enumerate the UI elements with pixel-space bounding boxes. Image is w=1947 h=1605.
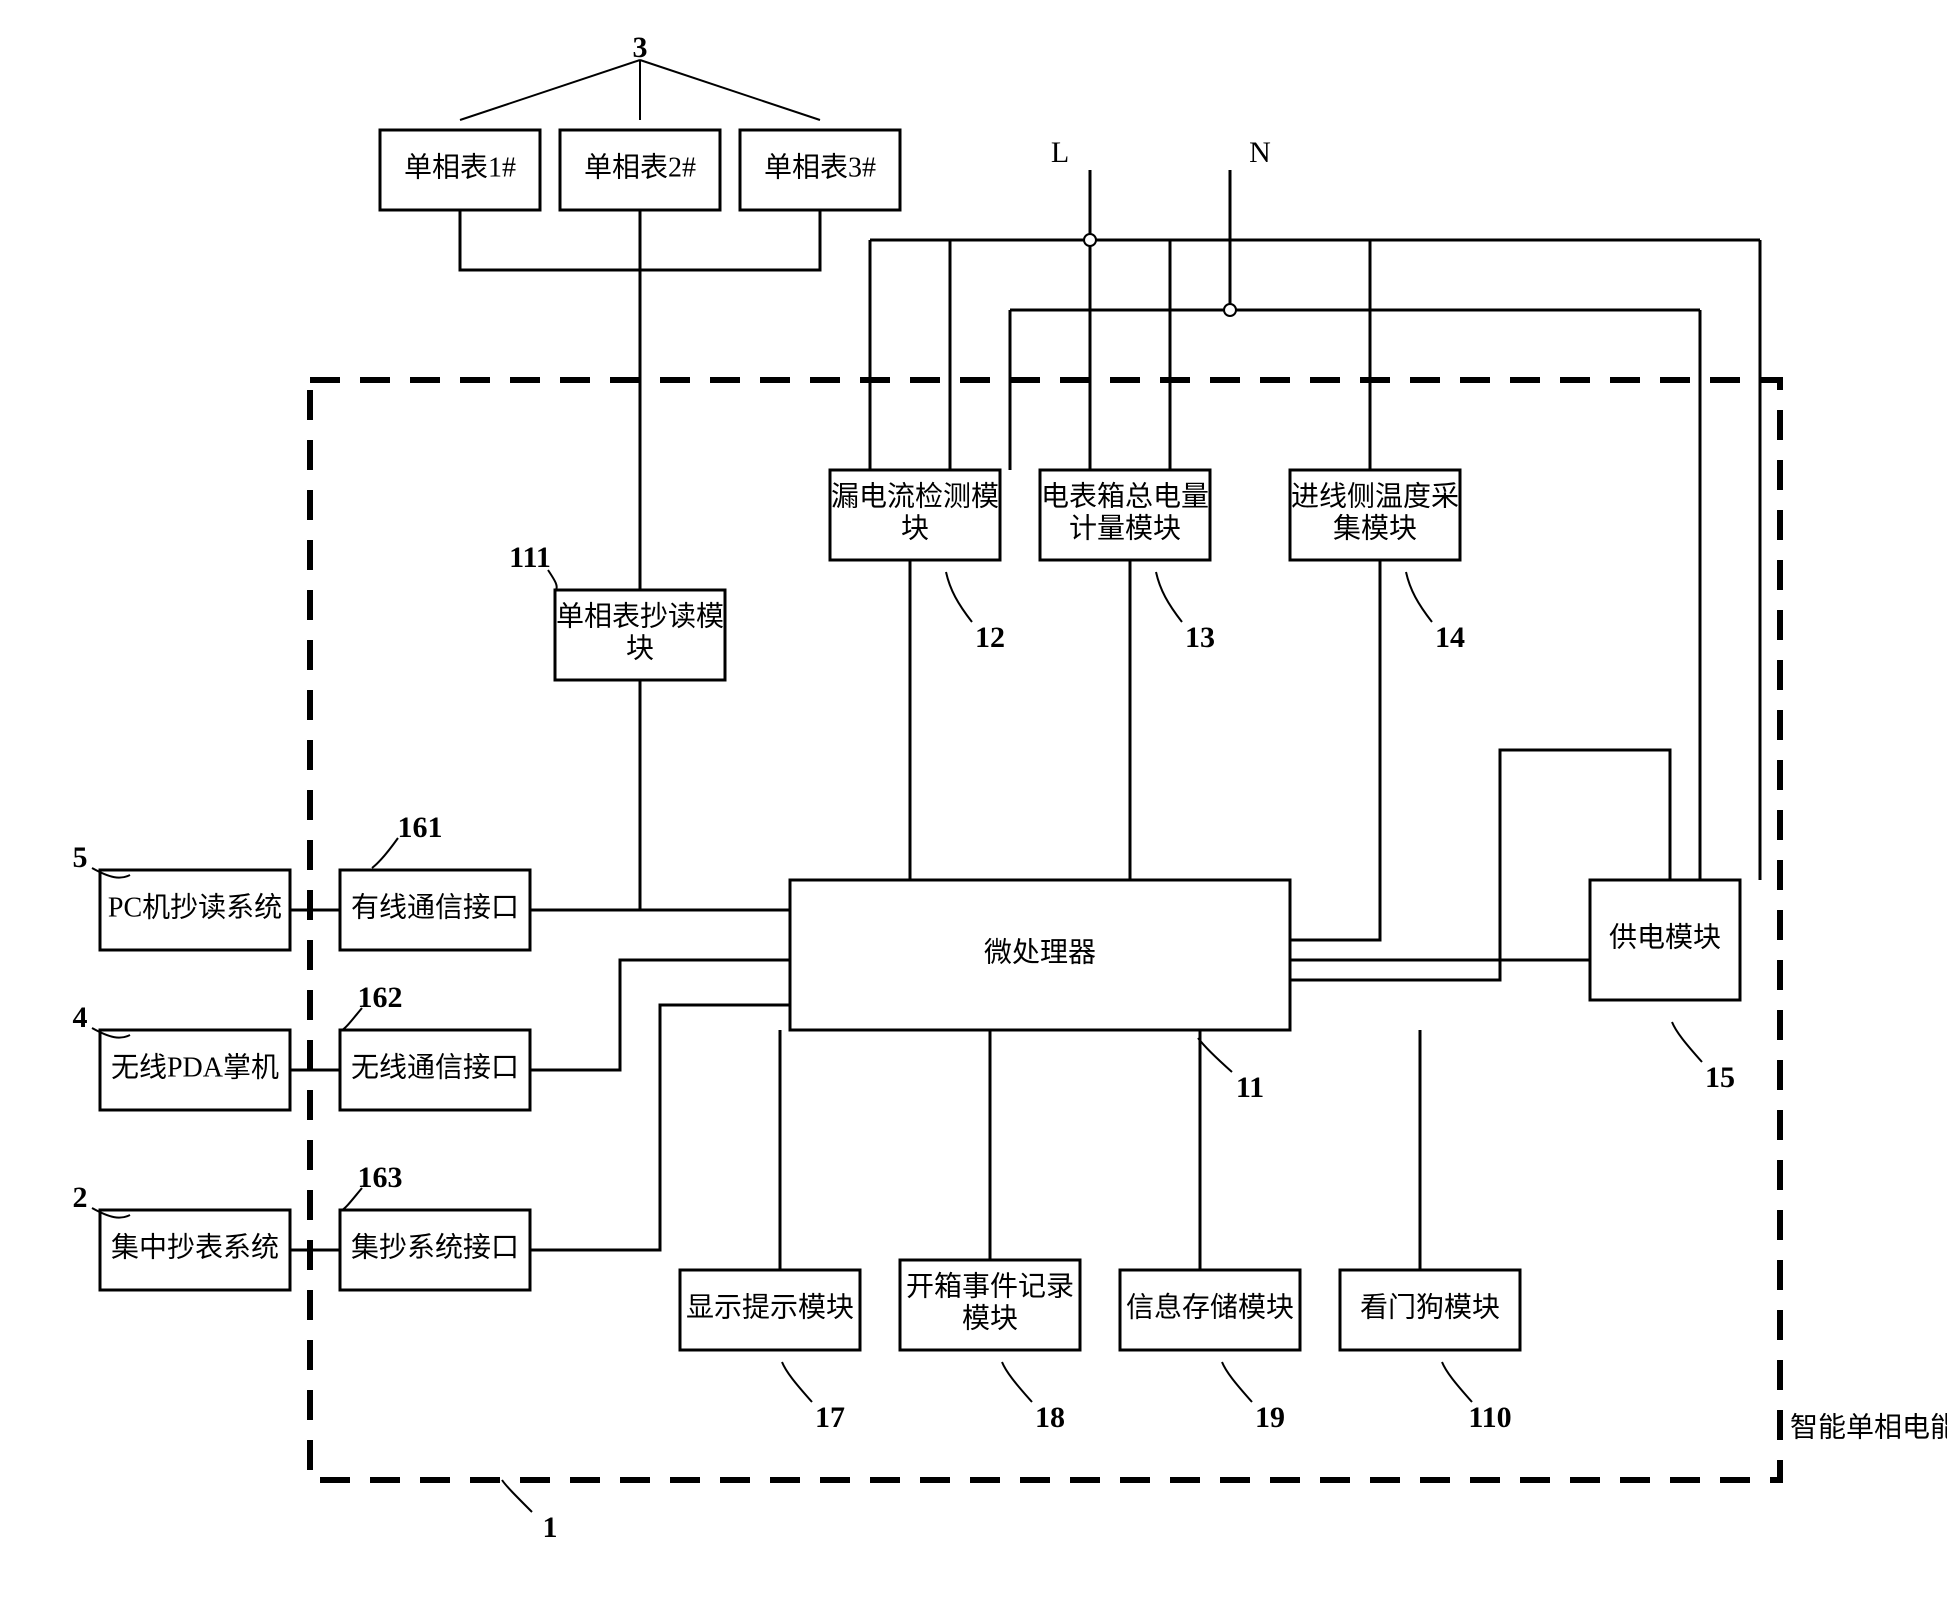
- svg-text:集模块: 集模块: [1333, 513, 1417, 545]
- wire-0: [460, 210, 640, 380]
- junction-0: [1084, 234, 1096, 246]
- container-label: 智能单相电能计量箱: [1790, 1411, 1947, 1443]
- svg-text:信息存储模块: 信息存储模块: [1126, 1291, 1294, 1323]
- ref-13: 13: [1185, 621, 1215, 654]
- leader-6: [372, 838, 398, 868]
- leader-16: [1002, 1362, 1032, 1402]
- ref-5: 5: [73, 841, 88, 874]
- ref-14: 14: [1435, 621, 1465, 654]
- leader-11: [1156, 572, 1182, 622]
- ref-110: 110: [1468, 1401, 1511, 1434]
- ref-4: 4: [73, 1001, 88, 1034]
- junction-1: [1224, 304, 1236, 316]
- ref-163: 163: [358, 1161, 403, 1194]
- leader-13: [1198, 1038, 1232, 1072]
- power-label-L: L: [1051, 136, 1069, 169]
- svg-text:供电模块: 供电模块: [1609, 921, 1721, 953]
- svg-text:无线PDA掌机: 无线PDA掌机: [111, 1051, 279, 1083]
- svg-text:集中抄表系统: 集中抄表系统: [111, 1231, 279, 1263]
- ref-161: 161: [398, 811, 443, 844]
- ref-1: 1: [543, 1511, 558, 1544]
- svg-text:块: 块: [901, 514, 929, 545]
- svg-text:计量模块: 计量模块: [1069, 513, 1181, 545]
- leader-14: [1672, 1022, 1702, 1062]
- svg-text:无线通信接口: 无线通信接口: [351, 1051, 519, 1083]
- ref-17: 17: [815, 1401, 845, 1434]
- svg-text:显示提示模块: 显示提示模块: [686, 1291, 854, 1323]
- wire-20: [530, 1005, 790, 1250]
- svg-text:块: 块: [626, 634, 654, 665]
- ref-19: 19: [1255, 1401, 1285, 1434]
- svg-text:集抄系统接口: 集抄系统接口: [351, 1231, 519, 1263]
- leader-2: [640, 60, 820, 120]
- leader-18: [1442, 1362, 1472, 1402]
- svg-text:模块: 模块: [962, 1303, 1018, 1335]
- svg-text:进线侧温度采: 进线侧温度采: [1291, 480, 1459, 512]
- svg-text:微处理器: 微处理器: [984, 936, 1096, 968]
- svg-text:PC机抄读系统: PC机抄读系统: [108, 891, 282, 923]
- svg-text:单相表3#: 单相表3#: [764, 151, 876, 183]
- ref-162: 162: [358, 981, 403, 1014]
- ref-111: 111: [509, 541, 551, 574]
- svg-text:单相表1#: 单相表1#: [404, 151, 516, 183]
- wire-17: [640, 680, 790, 910]
- power-label-N: N: [1249, 136, 1271, 169]
- svg-text:开箱事件记录: 开箱事件记录: [906, 1270, 1074, 1302]
- svg-text:单相表抄读模: 单相表抄读模: [556, 600, 724, 632]
- svg-text:单相表2#: 单相表2#: [584, 151, 696, 183]
- leader-12: [1406, 572, 1432, 622]
- svg-text:有线通信接口: 有线通信接口: [351, 891, 519, 923]
- wire-2: [640, 210, 820, 270]
- ref-3: 3: [633, 31, 648, 64]
- ref-12: 12: [975, 621, 1005, 654]
- leader-0: [460, 60, 640, 120]
- wire-26: [1290, 560, 1380, 940]
- svg-text:电表箱总电量: 电表箱总电量: [1041, 480, 1209, 512]
- ref-18: 18: [1035, 1401, 1065, 1434]
- leader-17: [1222, 1362, 1252, 1402]
- leader-19: [502, 1480, 532, 1512]
- ref-11: 11: [1236, 1071, 1264, 1104]
- diagram-canvas: 智能单相电能计量箱 L N 单相表1# 单相表2# 单相表3# PC机抄读系统无线PDA掌机…: [0, 0, 1947, 1605]
- ref-2: 2: [73, 1181, 88, 1214]
- svg-text:看门狗模块: 看门狗模块: [1360, 1291, 1500, 1323]
- leader-15: [782, 1362, 812, 1402]
- leader-10: [946, 572, 972, 622]
- svg-text:漏电流检测模: 漏电流检测模: [831, 480, 999, 512]
- ref-15: 15: [1705, 1061, 1735, 1094]
